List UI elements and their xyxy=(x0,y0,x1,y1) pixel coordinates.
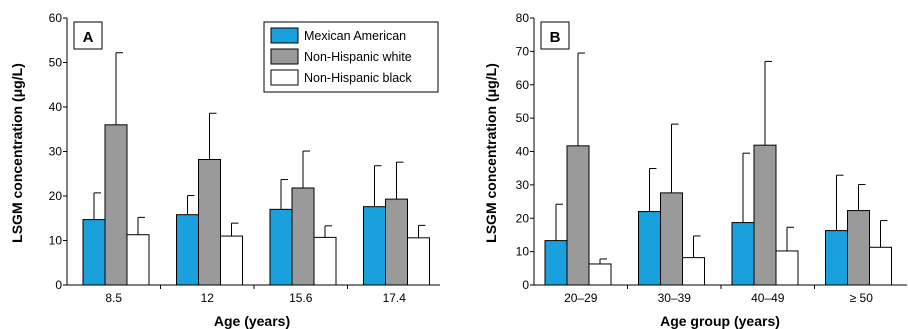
panel-b-y-tick-label: 60 xyxy=(516,78,530,92)
panel-a-y-tick-label: 20 xyxy=(49,189,63,203)
panel-a-x-axis-title: Age (years) xyxy=(214,313,290,329)
panel-a-y-tick-label: 60 xyxy=(49,11,63,25)
panel-a-x-tick-label: 8.5 xyxy=(105,291,122,305)
panel-b-bar-mexican-american-0 xyxy=(544,240,568,286)
panel-a-y-tick-label: 30 xyxy=(49,145,63,159)
panel-a-bar-non-hispanic-black-2 xyxy=(313,236,337,286)
panel-a-label-box xyxy=(73,21,103,50)
panel-a-bar-non-hispanic-white-0 xyxy=(104,124,128,286)
panel-a-bar-mexican-american-2 xyxy=(269,208,293,286)
panel-b-x-tick-label: 20–29 xyxy=(564,291,598,305)
legend-swatch xyxy=(270,27,299,44)
panel-b-x-tick-label: 40–49 xyxy=(751,291,785,305)
panel-b-bar-non-hispanic-black-2 xyxy=(775,250,799,286)
panel-a-bar-non-hispanic-black-0 xyxy=(126,234,150,286)
panel-b-bar-non-hispanic-white-0 xyxy=(566,145,590,286)
panel-a-y-tick-label: 50 xyxy=(49,56,63,70)
panel-a-y-tick-label: 10 xyxy=(49,234,63,248)
panel-a-bar-mexican-american-1 xyxy=(176,214,199,286)
panel-b-y-tick-label: 70 xyxy=(516,44,530,58)
panel-a-bar-non-hispanic-white-1 xyxy=(198,159,221,286)
panel-a-bar-non-hispanic-black-3 xyxy=(407,237,430,286)
panel-a-bar-non-hispanic-white-3 xyxy=(385,198,408,286)
legend-label: Non-Hispanic black xyxy=(304,71,412,85)
panel-b-bar-non-hispanic-white-2 xyxy=(753,144,777,286)
panel-b-y-axis-title: LSGM concentration (μg/L) xyxy=(483,63,499,243)
panel-b-bar-non-hispanic-black-1 xyxy=(682,257,705,286)
panel-b-chart: LSGM concentration (μg/L) Age group (yea… xyxy=(483,11,907,329)
panel-a-x-tick-label: 17.4 xyxy=(383,291,407,305)
panel-a-bar-non-hispanic-black-1 xyxy=(220,235,243,286)
panel-a-chart: LSGM concentration (μg/L) Age (years) 0 1… xyxy=(9,11,440,329)
legend-swatch xyxy=(270,69,299,86)
panel-a-bar-mexican-american-3 xyxy=(363,206,386,286)
panel-a-y-axis-title: LSGM concentration (μg/L) xyxy=(9,63,25,243)
panel-b-bar-non-hispanic-black-3 xyxy=(869,246,892,286)
panel-a-x-tick-label: 12 xyxy=(201,291,215,305)
panel-b-bar-mexican-american-1 xyxy=(638,211,661,286)
panel-b-bar-mexican-american-2 xyxy=(731,222,755,286)
panel-b-label: B xyxy=(550,29,561,46)
legend-label: Non-Hispanic white xyxy=(304,50,412,64)
panel-b-x-axis-title: Age group (years) xyxy=(660,313,780,329)
panel-a-y-tick-label: 0 xyxy=(55,278,62,292)
panel-a-bar-non-hispanic-white-2 xyxy=(291,187,315,286)
panel-b-x-tick-label: ≥ 50 xyxy=(850,291,874,305)
panel-a-x-tick-label: 15.6 xyxy=(289,291,313,305)
legend-label: Mexican American xyxy=(304,29,406,43)
panel-b-y-tick-label: 20 xyxy=(516,211,530,225)
panel-a-label: A xyxy=(83,29,94,46)
panel-b-y-tick-label: 40 xyxy=(516,145,530,159)
panel-b-y-tick-label: 50 xyxy=(516,111,530,125)
panel-b-x-tick-label: 30–39 xyxy=(658,291,692,305)
panel-b-label-box xyxy=(540,21,570,50)
panel-b-bar-non-hispanic-black-0 xyxy=(588,263,612,286)
panel-b-y-tick-label: 80 xyxy=(516,11,530,25)
panel-a-y-tick-label: 40 xyxy=(49,100,63,114)
panel-b-bar-mexican-american-3 xyxy=(825,230,848,286)
panel-b-bar-non-hispanic-white-3 xyxy=(847,210,870,286)
panel-b-y-tick-label: 0 xyxy=(522,278,529,292)
legend-swatch xyxy=(270,48,299,65)
panel-b-y-tick-label: 10 xyxy=(516,245,530,259)
panel-b-bar-non-hispanic-white-1 xyxy=(660,192,683,286)
panel-b-y-tick-label: 30 xyxy=(516,178,530,192)
panel-a-bar-mexican-american-0 xyxy=(82,219,106,286)
